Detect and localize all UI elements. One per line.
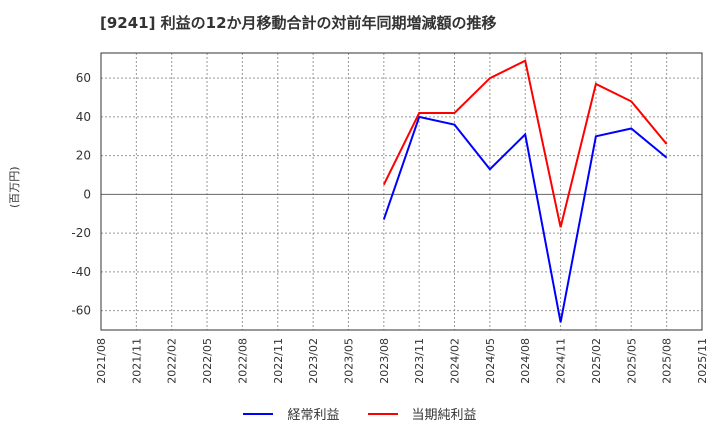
series-line [382, 115, 668, 323]
y-tick-label: 60 [76, 71, 91, 85]
legend-item-ordinary-profit: 経常利益 [243, 404, 340, 423]
legend-label: 経常利益 [287, 408, 340, 423]
y-tick-label: 0 [83, 187, 91, 201]
series-line [382, 59, 668, 228]
y-tick-label: -20 [71, 226, 91, 240]
legend-item-net-profit: 当期純利益 [367, 404, 477, 423]
x-tick-label: 2024/11 [555, 338, 568, 384]
legend-swatch-blue [243, 412, 274, 415]
x-tick-label: 2025/11 [696, 338, 709, 384]
x-tick-label: 2025/08 [661, 338, 674, 384]
x-tick-label: 2024/08 [519, 338, 532, 384]
x-tick-label: 2022/11 [272, 338, 285, 384]
legend: 経常利益 当期純利益 [0, 404, 720, 423]
x-tick-label: 2022/02 [166, 338, 179, 384]
x-tick-label: 2022/05 [201, 338, 214, 384]
y-tick-label: -40 [71, 265, 91, 279]
x-tick-label: 2021/08 [95, 338, 108, 384]
x-tick-label: 2025/02 [590, 338, 603, 384]
x-tick-label: 2024/02 [449, 338, 462, 384]
x-tick-label: 2023/05 [342, 338, 355, 384]
y-tick-label: 20 [76, 149, 91, 163]
x-tick-label: 2021/11 [130, 338, 143, 384]
y-tick-label: 40 [76, 110, 91, 124]
x-tick-label: 2025/05 [625, 338, 638, 384]
legend-label: 当期純利益 [411, 408, 477, 423]
x-tick-label: 2024/05 [484, 338, 497, 384]
x-tick-label: 2023/11 [413, 338, 426, 384]
chart-title: [9241] 利益の12か月移動合計の対前年同期増減額の推移 [100, 14, 497, 32]
x-tick-label: 2023/08 [378, 338, 391, 384]
x-tick-label: 2022/08 [236, 338, 249, 384]
x-tick-label: 2023/02 [307, 338, 320, 384]
legend-swatch-red [367, 412, 398, 415]
y-tick-label: -60 [71, 304, 91, 318]
